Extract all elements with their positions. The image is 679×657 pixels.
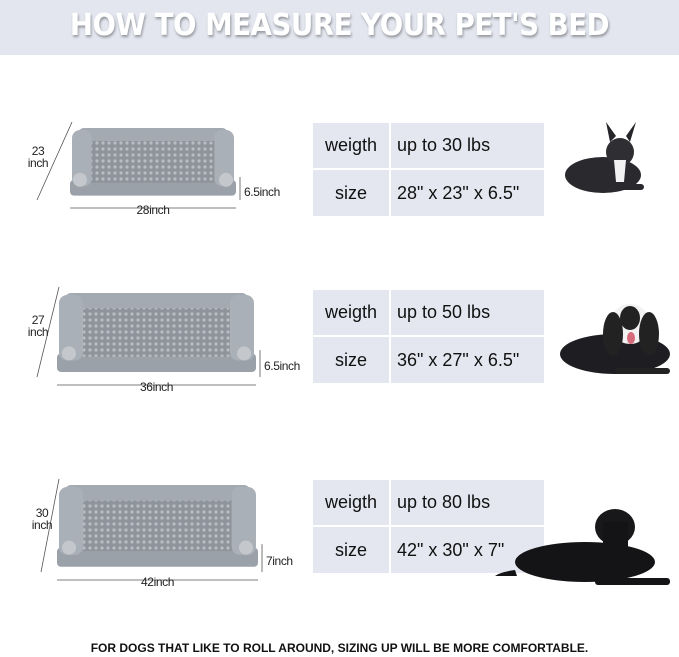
- weight-value: up to 80 lbs: [391, 480, 544, 525]
- bed-illustration: [40, 478, 263, 581]
- width-label: 36inch: [140, 380, 173, 394]
- depth-label: 30 inch: [27, 507, 57, 531]
- height-label: 6.5inch: [264, 359, 300, 374]
- footer-note: FOR DOGS THAT LIKE TO ROLL AROUND, SIZIN…: [90, 641, 589, 655]
- bed-illustration: [36, 121, 241, 209]
- depth-value: 27: [31, 313, 45, 328]
- size-table: weigth up to 50 lbs size 36" x 27" x 6.5…: [313, 290, 544, 383]
- width-label: 28inch: [136, 203, 170, 217]
- depth-unit: inch: [27, 325, 49, 340]
- depth-value: 23: [31, 144, 45, 159]
- width-label: 42inch: [141, 575, 174, 589]
- depth-unit: inch: [27, 156, 49, 171]
- height-label: 6.5inch: [244, 184, 280, 199]
- dog-photo: [560, 304, 670, 374]
- size-header: size: [313, 170, 389, 216]
- size-value: 28" x 23" x 6.5": [391, 170, 544, 216]
- size-header: size: [313, 337, 389, 383]
- depth-label: 23 inch: [23, 145, 53, 169]
- weight-value: up to 30 lbs: [391, 123, 544, 168]
- depth-label: 27 inch: [23, 314, 53, 338]
- weight-header: weigth: [313, 290, 389, 335]
- size-table: weigth up to 30 lbs size 28" x 23" x 6.5…: [313, 123, 544, 216]
- size-table: weigth up to 80 lbs size 42" x 30" x 7": [313, 480, 544, 573]
- bed-illustration: [36, 286, 261, 386]
- height-label: 7inch: [266, 553, 293, 568]
- depth-value: 30: [35, 506, 49, 521]
- size-value: 42" x 30" x 7": [391, 527, 544, 573]
- size-header: size: [313, 527, 389, 573]
- weight-header: weigth: [313, 480, 389, 525]
- weight-header: weigth: [313, 123, 389, 168]
- page-title: HOW TO MEASURE YOUR PET'S BED: [69, 8, 610, 43]
- dog-photo: [495, 509, 670, 585]
- dog-photo: [565, 122, 644, 193]
- header-band: HOW TO MEASURE YOUR PET'S BED: [0, 0, 679, 55]
- weight-value: up to 50 lbs: [391, 290, 544, 335]
- size-value: 36" x 27" x 6.5": [391, 337, 544, 383]
- depth-unit: inch: [31, 518, 53, 533]
